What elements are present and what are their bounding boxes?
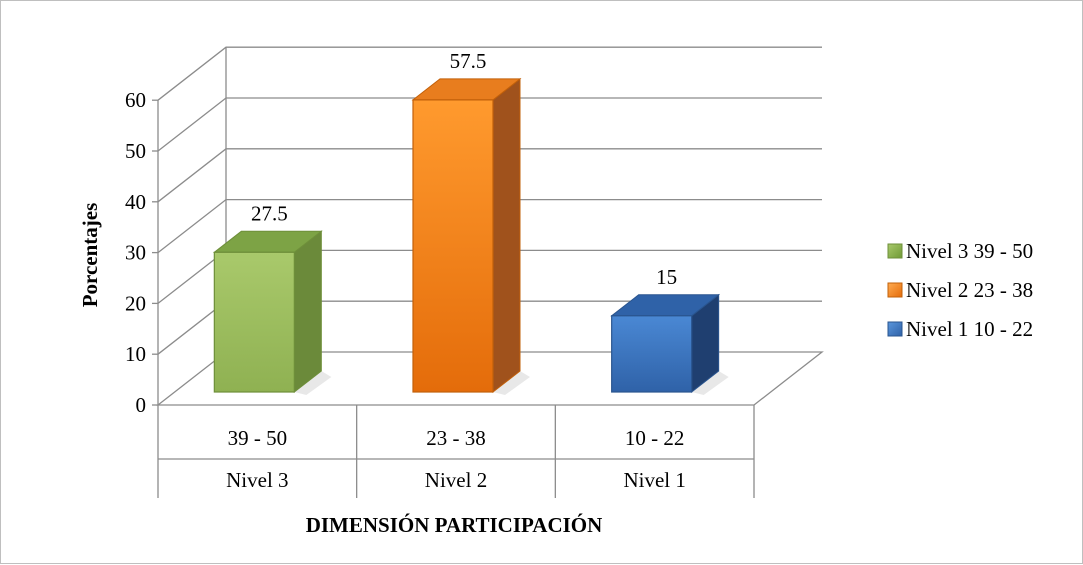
legend: Nivel 3 39 - 50 Nivel 2 23 - 38 Nivel 1 10…	[887, 239, 1033, 341]
data-label: 57.5	[450, 49, 487, 73]
bar-side-face	[293, 230, 322, 394]
bar-3	[610, 293, 729, 395]
data-label: 27.5	[251, 201, 288, 225]
axes	[152, 99, 824, 498]
bar-front-face	[213, 251, 295, 393]
bars	[212, 77, 729, 395]
y-tick-label: 0	[136, 393, 147, 417]
bar-front-face	[611, 315, 693, 393]
bar-side-face	[492, 77, 521, 394]
x-category-labels: 39 - 50 Nivel 3 23 - 38 Nivel 2 10 - 22 Nivel…	[226, 426, 686, 492]
y-tick-label: 30	[125, 241, 146, 265]
legend-label: Nivel 2 23 - 38	[906, 278, 1033, 302]
x-axis-label: DIMENSIÓN PARTICIPACIÓN	[306, 513, 603, 537]
bar-2	[411, 77, 530, 395]
x-level-label: Nivel 2	[425, 468, 487, 492]
y-tick-label: 20	[125, 291, 146, 315]
legend-swatch	[887, 243, 903, 259]
y-axis-label: Porcentajes	[78, 203, 102, 308]
legend-label: Nivel 3 39 - 50	[906, 239, 1033, 263]
legend-label: Nivel 1 10 - 22	[906, 317, 1033, 341]
x-range-label: 39 - 50	[228, 426, 288, 450]
x-level-label: Nivel 1	[623, 468, 685, 492]
x-range-label: 10 - 22	[625, 426, 685, 450]
bar-shadow	[691, 371, 729, 395]
bar-shadow	[294, 371, 332, 395]
y-tick-label: 50	[125, 139, 146, 163]
legend-item: Nivel 2 23 - 38	[887, 278, 1033, 302]
bar-1	[212, 230, 332, 395]
data-labels: 27.5 57.5 15	[251, 49, 677, 289]
legend-swatch	[887, 282, 903, 298]
data-label: 15	[656, 265, 677, 289]
gridlines	[157, 46, 822, 355]
bar-front-face	[412, 99, 494, 393]
x-level-label: Nivel 3	[226, 468, 288, 492]
legend-item: Nivel 1 10 - 22	[887, 317, 1033, 341]
legend-item: Nivel 3 39 - 50	[887, 239, 1033, 263]
y-tick-label: 10	[125, 342, 146, 366]
legend-swatch	[887, 321, 903, 337]
bar-shadow	[493, 371, 530, 395]
y-tick-label: 40	[125, 190, 146, 214]
y-tick-label: 60	[125, 88, 146, 112]
x-range-label: 23 - 38	[426, 426, 486, 450]
y-tick-labels: 0 10 20 30 40 50 60	[125, 88, 146, 417]
